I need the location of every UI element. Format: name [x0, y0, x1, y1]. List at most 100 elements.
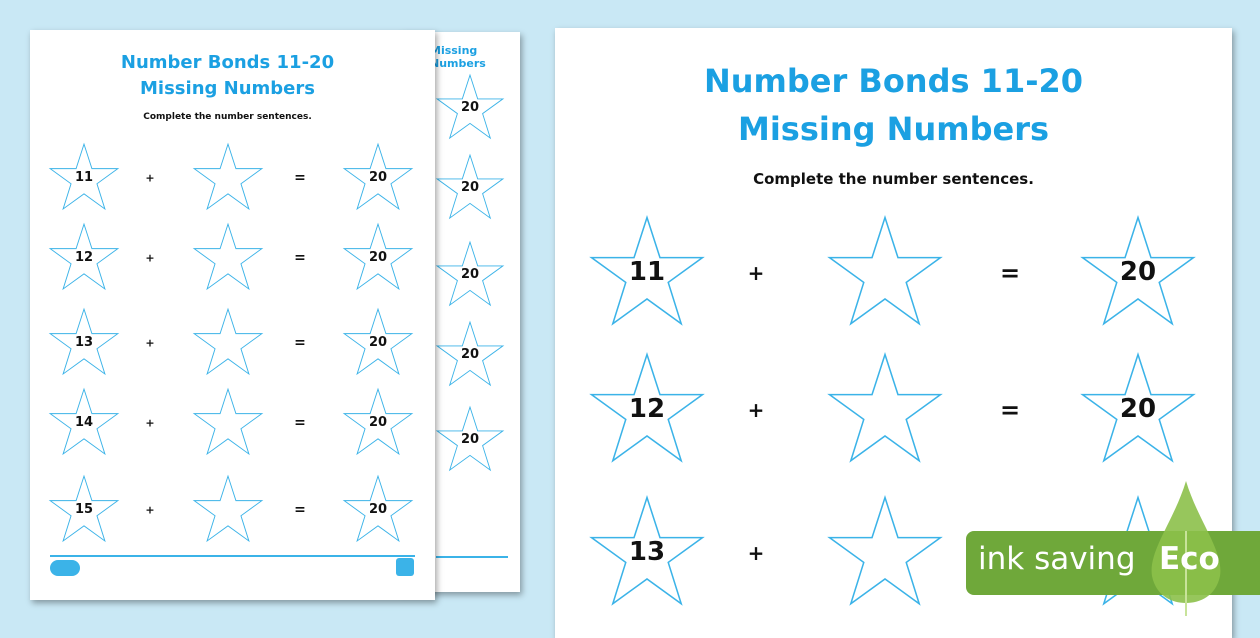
- missing-number-star[interactable]: [192, 222, 264, 294]
- plus-sign: +: [747, 398, 765, 422]
- eco-label: Eco: [1159, 541, 1220, 577]
- star-number: 20: [368, 249, 388, 265]
- star-icon: [342, 142, 414, 211]
- equals-sign: =: [999, 396, 1021, 424]
- logo-icon: [50, 560, 80, 576]
- star-icon: [48, 474, 120, 543]
- star-icon: [435, 73, 505, 140]
- total-star: 20: [435, 240, 505, 310]
- plus-sign: +: [145, 503, 155, 517]
- star-number: 12: [628, 393, 666, 424]
- star-number: 20: [368, 169, 388, 185]
- star-number: 11: [74, 169, 94, 185]
- page-title-line1-large: Number Bonds 11-20: [703, 62, 1084, 100]
- total-star: 20: [342, 307, 414, 379]
- star-icon: [1080, 215, 1196, 326]
- addend-star: 12: [588, 351, 706, 469]
- star-icon: [589, 215, 705, 326]
- addend-star: 11: [48, 142, 120, 214]
- star-number: 13: [74, 334, 94, 350]
- star-icon: [192, 474, 264, 543]
- star-icon: [827, 495, 943, 606]
- star-icon: [342, 222, 414, 291]
- total-star: 20: [1079, 351, 1197, 469]
- star-number: 14: [74, 414, 94, 430]
- equals-sign: =: [294, 335, 306, 351]
- page-title-line2-large: Missing Numbers: [737, 110, 1050, 148]
- total-star: 20: [435, 320, 505, 390]
- star-number: 20: [460, 266, 480, 282]
- addend-star: 13: [48, 307, 120, 379]
- star-icon: [827, 352, 943, 463]
- star-icon: [192, 222, 264, 291]
- equals-sign: =: [294, 250, 306, 266]
- star-icon: [48, 142, 120, 211]
- star-number: 20: [460, 431, 480, 447]
- total-star: 20: [342, 474, 414, 546]
- star-number: 20: [460, 99, 480, 115]
- star-number: 20: [1119, 256, 1157, 287]
- star-number: 12: [74, 249, 94, 265]
- star-icon: [589, 352, 705, 463]
- total-star: 20: [1079, 214, 1197, 332]
- total-star: 20: [435, 73, 505, 143]
- missing-number-star[interactable]: [192, 387, 264, 459]
- star-icon: [342, 474, 414, 543]
- worksheet-page-front-small: Number Bonds 11-20 Missing Numbers Compl…: [30, 30, 435, 600]
- instruction-text: Complete the number sentences.: [143, 112, 312, 122]
- missing-number-star[interactable]: [192, 142, 264, 214]
- page-title-line1: Number Bonds 11-20: [120, 52, 335, 73]
- equals-sign: =: [294, 502, 306, 518]
- missing-number-star[interactable]: [192, 474, 264, 546]
- footer-line: [50, 555, 415, 557]
- equals-sign: =: [294, 415, 306, 431]
- addend-star: 13: [588, 494, 706, 612]
- addend-star: 14: [48, 387, 120, 459]
- total-star: 20: [342, 222, 414, 294]
- star-icon: [192, 142, 264, 211]
- star-number: 20: [460, 179, 480, 195]
- addend-star: 12: [48, 222, 120, 294]
- leaf-icon: [1151, 481, 1221, 616]
- missing-number-star[interactable]: [826, 214, 944, 332]
- star-icon: [48, 387, 120, 456]
- star-icon: [192, 387, 264, 456]
- star-icon: [589, 495, 705, 606]
- plus-sign: +: [747, 541, 765, 565]
- missing-number-star[interactable]: [826, 494, 944, 612]
- equals-sign: =: [999, 259, 1021, 287]
- instruction-text-large: Complete the number sentences.: [753, 170, 1034, 188]
- plus-sign: +: [145, 336, 155, 350]
- star-number: 20: [368, 414, 388, 430]
- star-icon: [435, 320, 505, 387]
- eco-badge: ink saving Eco: [966, 481, 1260, 616]
- star-number: 13: [628, 536, 666, 567]
- equals-sign: =: [294, 170, 306, 186]
- back-footer-line: [436, 556, 508, 558]
- star-number: 20: [460, 346, 480, 362]
- star-number: 20: [368, 334, 388, 350]
- addend-star: 11: [588, 214, 706, 332]
- star-icon: [435, 405, 505, 472]
- star-number: 20: [368, 501, 388, 517]
- star-icon: [1080, 352, 1196, 463]
- plus-sign: +: [747, 261, 765, 285]
- star-icon: [192, 307, 264, 376]
- missing-number-star[interactable]: [826, 351, 944, 469]
- addend-star: 15: [48, 474, 120, 546]
- star-number: 11: [628, 256, 666, 287]
- star-icon: [48, 222, 120, 291]
- star-icon: [435, 240, 505, 307]
- back-page-title: Missing Numbers: [430, 44, 486, 70]
- total-star: 20: [342, 142, 414, 214]
- star-icon: [48, 307, 120, 376]
- total-star: 20: [435, 153, 505, 223]
- plus-sign: +: [145, 416, 155, 430]
- total-star: 20: [435, 405, 505, 475]
- star-icon: [435, 153, 505, 220]
- missing-number-star[interactable]: [192, 307, 264, 379]
- plus-sign: +: [145, 171, 155, 185]
- footer-brand-icon: [396, 558, 414, 576]
- star-number: 15: [74, 501, 94, 517]
- star-number: 20: [1119, 393, 1157, 424]
